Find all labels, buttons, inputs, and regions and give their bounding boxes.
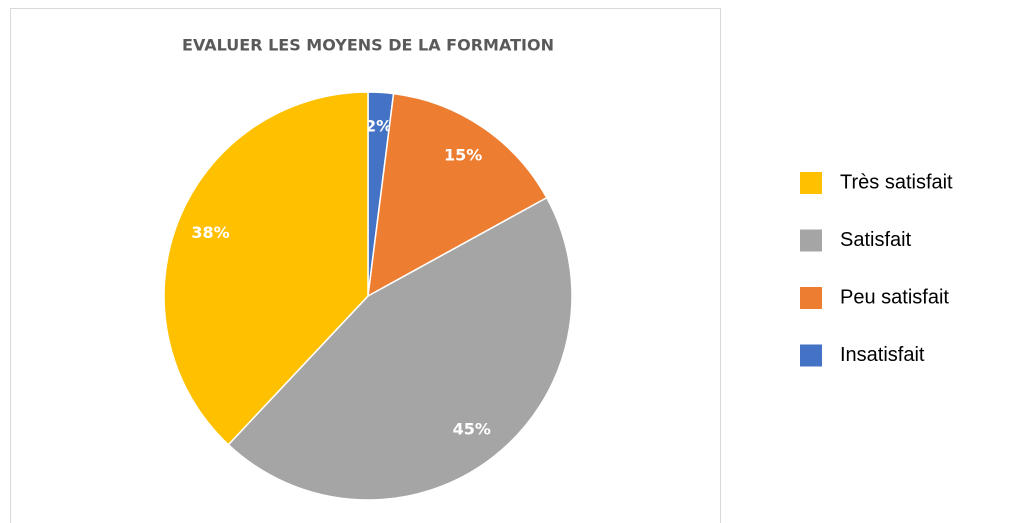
legend-swatch [800,287,822,309]
legend-label: Insatisfait [840,344,925,366]
legend-swatch [800,172,822,194]
data-label: 38% [191,223,229,242]
pie-slice [163,91,369,446]
legend-label: Très satisfait [840,171,953,193]
legend-swatch [800,229,822,252]
data-label: 2% [365,117,392,136]
legend-label: Peu satisfait [840,286,949,308]
data-label: 15% [444,145,482,164]
pie-slice [367,92,548,298]
legend-label: Satisfait [840,229,912,251]
data-label: 45% [453,419,491,438]
legend-swatch [800,344,822,367]
chart-title: EVALUER LES MOYENS DE LA FORMATION [182,36,554,55]
pie-slice [227,196,573,501]
